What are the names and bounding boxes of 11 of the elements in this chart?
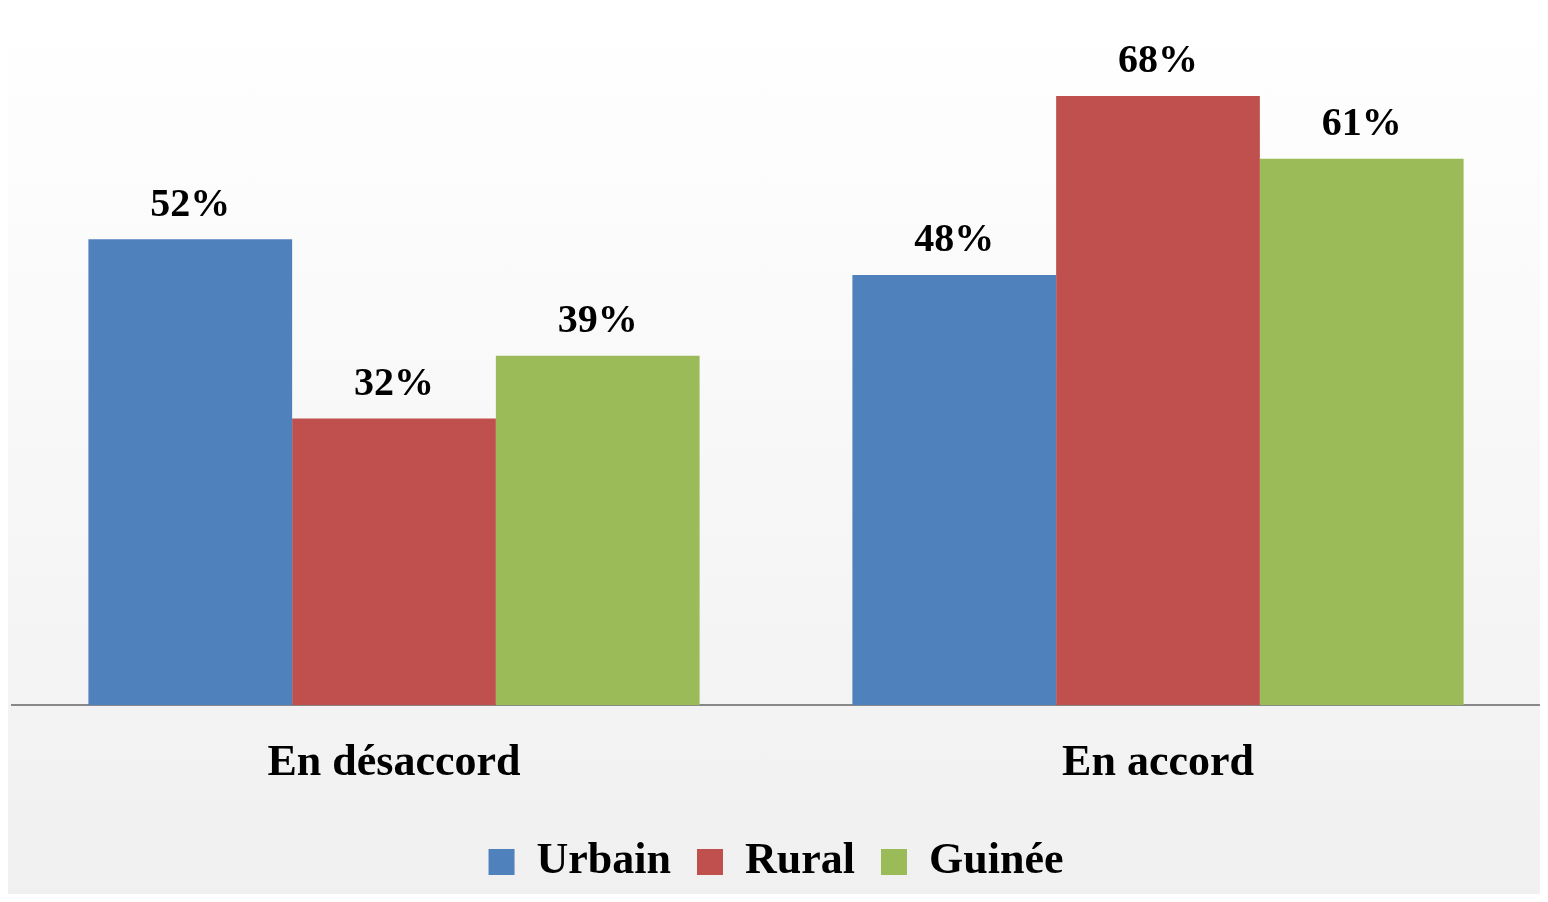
data-label: 52%: [150, 179, 231, 225]
legend-label: Rural: [745, 834, 856, 884]
legend-label: Guinée: [929, 834, 1064, 884]
x-tick-label: En accord: [1062, 735, 1254, 785]
legend-label: Urbain: [536, 834, 672, 884]
data-label: 32%: [354, 358, 434, 404]
data-label: 61%: [1321, 98, 1402, 144]
data-label: 48%: [914, 215, 995, 261]
data-label: 39%: [557, 296, 638, 342]
data-label: 68%: [1118, 36, 1198, 82]
x-tick-label: En désaccord: [267, 735, 521, 785]
